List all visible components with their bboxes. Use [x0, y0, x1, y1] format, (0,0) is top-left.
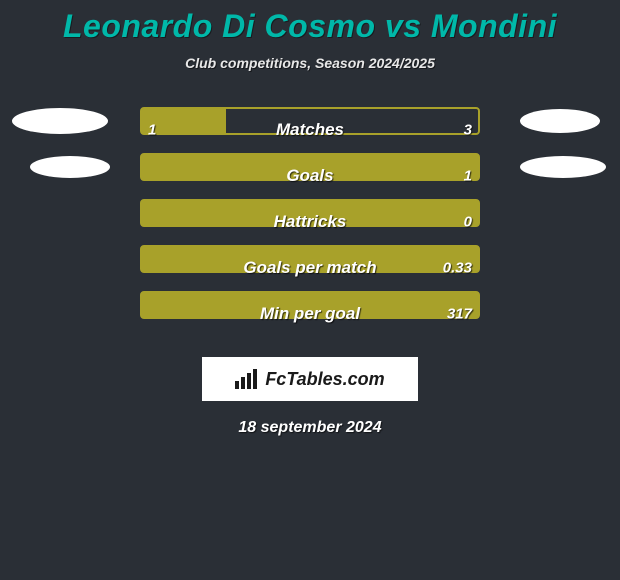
player-ellipse-icon [520, 109, 600, 133]
bar-matches [140, 107, 480, 135]
value-left: 1 [148, 122, 156, 139]
bar-fill [142, 155, 478, 179]
bar-chart-icon [235, 369, 259, 389]
bar-fill [142, 201, 478, 225]
bar-gpm [140, 245, 480, 273]
brand-badge: FcTables.com [202, 357, 418, 401]
bar-fill [142, 247, 478, 271]
player-ellipse-icon [12, 108, 108, 134]
value-right: 1 [464, 168, 472, 185]
subtitle: Club competitions, Season 2024/2025 [0, 55, 620, 71]
value-right: 3 [464, 122, 472, 139]
row-goals: Goals 1 [0, 153, 620, 199]
page-title: Leonardo Di Cosmo vs Mondini [0, 0, 620, 45]
player-ellipse-icon [520, 156, 606, 178]
date-text: 18 september 2024 [0, 419, 620, 437]
row-goals-per-match: Goals per match 0.33 [0, 245, 620, 291]
bar-mpg [140, 291, 480, 319]
value-right: 0 [464, 214, 472, 231]
bar-hattricks [140, 199, 480, 227]
value-right: 0.33 [443, 260, 472, 277]
value-right: 317 [447, 306, 472, 323]
row-min-per-goal: Min per goal 317 [0, 291, 620, 337]
brand-text: FcTables.com [265, 369, 384, 390]
comparison-chart: 1 Matches 3 Goals 1 Hattricks 0 Goals pe… [0, 107, 620, 337]
row-matches: 1 Matches 3 [0, 107, 620, 153]
bar-fill [142, 293, 478, 317]
bar-goals [140, 153, 480, 181]
row-hattricks: Hattricks 0 [0, 199, 620, 245]
player-ellipse-icon [30, 156, 110, 178]
